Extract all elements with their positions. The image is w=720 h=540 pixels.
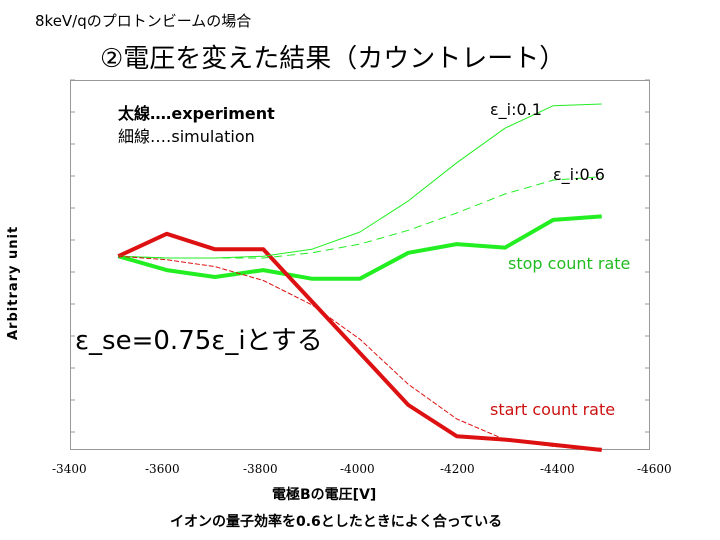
y-axis-label: Arbitrary unit	[6, 225, 21, 340]
series-line-0	[117, 214, 602, 281]
label-eps-0-1: ε_i:0.1	[490, 100, 542, 119]
slide-title: ②電圧を変えた結果（カウントレート）	[100, 44, 566, 74]
footnote: イオンの量子効率を0.6としたときによく合っている	[170, 514, 503, 530]
top-note: 8keV/qのプロトンビームの場合	[35, 12, 252, 30]
series-line-3	[118, 176, 602, 259]
x-tick-label: -4200	[440, 462, 475, 476]
x-tick-label: -3400	[52, 462, 87, 476]
series-line-1	[117, 231, 602, 452]
legend-thick-experiment: 太線‥‥experiment	[118, 104, 275, 123]
x-tick-label: -3600	[145, 462, 180, 476]
label-eps-0-6: ε_i:0.6	[553, 165, 605, 184]
x-tick-label: -4400	[540, 462, 575, 476]
legend-thin-simulation: 細線‥‥simulation	[118, 127, 255, 146]
x-tick-label: -4000	[340, 462, 375, 476]
x-axis-label: 電極Bの電圧[V]	[272, 487, 377, 503]
label-start-count-rate: start count rate	[490, 400, 616, 419]
series-line-4	[118, 255, 602, 449]
x-tick-label: -4600	[637, 462, 672, 476]
annotation-eps-se: ε_se=0.75ε_iとする	[75, 326, 323, 356]
plot-area	[70, 80, 650, 450]
label-stop-count-rate: stop count rate	[508, 254, 631, 273]
x-tick-label: -3800	[243, 462, 278, 476]
